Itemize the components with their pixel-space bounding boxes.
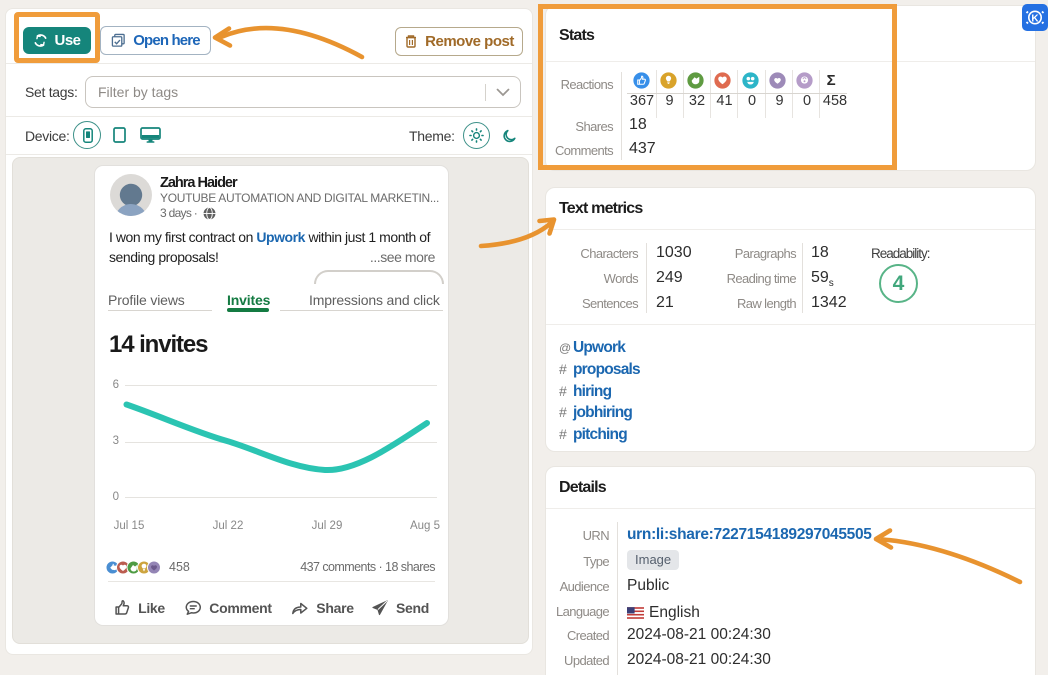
svg-text:K: K: [1031, 14, 1039, 25]
